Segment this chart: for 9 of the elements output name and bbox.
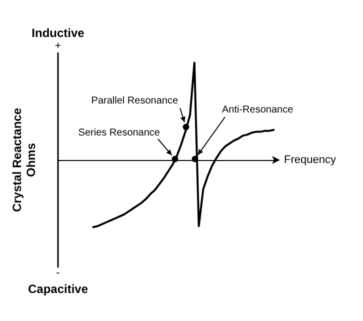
y-axis-title: Crystal Reactance Ohms [10,108,38,212]
x-axis-title: Frequency [284,154,336,166]
text: Inductive [32,26,85,40]
text: - [56,267,60,279]
annotation: Parallel Resonance [91,96,178,106]
annotation: Series Resonance [78,128,160,138]
text: Capacitive [28,282,88,296]
text: + [54,40,62,52]
annotation: Anti-Resonance [222,104,294,116]
